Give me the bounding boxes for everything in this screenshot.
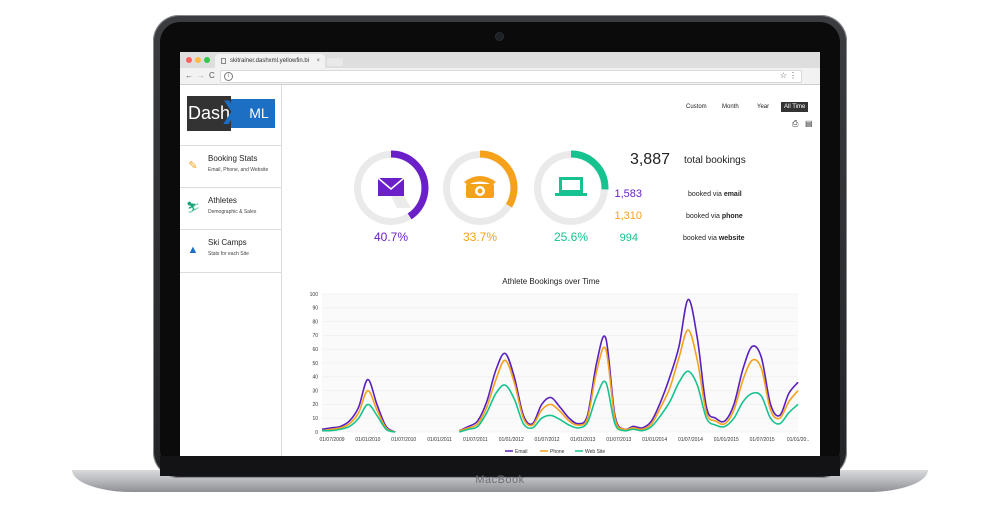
sidebar-item-title: Booking Stats bbox=[208, 154, 258, 163]
website-percent: 25.6% bbox=[553, 230, 589, 244]
range-year-button[interactable]: Year bbox=[757, 104, 770, 110]
range-month-button[interactable]: Month bbox=[722, 104, 739, 110]
legend-label: Email bbox=[515, 449, 528, 455]
phone-ring bbox=[442, 150, 518, 226]
series-line-phone bbox=[321, 389, 396, 433]
y-tick-label: 10 bbox=[312, 416, 318, 422]
x-tick-label: 01/01/2014 bbox=[642, 437, 667, 443]
x-tick-label: 01/01/2015 bbox=[714, 437, 739, 443]
x-tick-label: 01/07/2014 bbox=[678, 437, 703, 443]
email-percent: 40.7% bbox=[373, 230, 409, 244]
x-tick-label: 01/07/2011 bbox=[463, 437, 488, 443]
laptop-icon bbox=[555, 177, 587, 196]
y-tick-label: 20 bbox=[312, 402, 318, 408]
reload-icon[interactable]: C bbox=[209, 71, 215, 80]
x-tick-label: 01/01/2010 bbox=[355, 437, 380, 443]
bookmark-star-icon[interactable]: ☆ bbox=[779, 71, 787, 80]
y-tick-label: 30 bbox=[312, 388, 318, 394]
sidebar: Dash ML X ✎ Booking Stats Email, Phone, … bbox=[180, 85, 282, 456]
x-tick-label: 01/01/2012 bbox=[499, 437, 524, 443]
tab-title: skitrainer.dashxml.yellowfin.bi bbox=[230, 58, 310, 64]
x-tick-label: 01/07/2012 bbox=[535, 437, 560, 443]
sidebar-item-subtitle: Email, Phone, and Website bbox=[208, 167, 269, 173]
back-icon[interactable]: ← bbox=[185, 71, 193, 80]
email-bookings-value: 1,583 bbox=[614, 188, 642, 200]
sidebar-item-booking-stats[interactable]: ✎ Booking Stats Email, Phone, and Websit… bbox=[180, 145, 281, 188]
sidebar-item-subtitle: Demographic & Sales bbox=[208, 209, 257, 215]
pdf-icon[interactable]: ▤ bbox=[805, 119, 813, 128]
x-tick-label: 01/01/20.. bbox=[787, 437, 809, 443]
screen: skitrainer.dashxml.yellowfin.bi × ← → C … bbox=[180, 52, 820, 456]
y-tick-label: 60 bbox=[312, 347, 318, 353]
laptop-chin bbox=[160, 456, 840, 476]
website-ring bbox=[533, 150, 609, 226]
browser-tab[interactable]: skitrainer.dashxml.yellowfin.bi × bbox=[215, 54, 325, 68]
bookings-line-chart: 0 10 20 30 40 50 60 70 80 90 100 01/07/2009 01/01/20… bbox=[310, 292, 809, 455]
new-tab-button[interactable] bbox=[327, 58, 343, 66]
phone-bookings-label: booked via phone bbox=[686, 213, 743, 220]
page-icon bbox=[221, 58, 226, 64]
email-ring bbox=[353, 150, 429, 226]
sidebar-item-ski-camps[interactable]: ▲ Ski Camps Stats for each Site bbox=[180, 229, 281, 273]
y-tick-label: 40 bbox=[312, 375, 318, 381]
y-tick-label: 80 bbox=[312, 319, 318, 325]
maximize-window-icon[interactable] bbox=[204, 57, 210, 63]
y-tick-label: 100 bbox=[310, 292, 319, 298]
x-tick-label: 01/07/2013 bbox=[606, 437, 631, 443]
website-bookings-value: 994 bbox=[619, 232, 638, 244]
main-content: Custom Month Year All Time ⎙ ▤ 40.7% bbox=[282, 85, 820, 456]
laptop-brand: MacBook bbox=[475, 474, 525, 486]
sidebar-item-subtitle: Stats for each Site bbox=[208, 251, 249, 257]
y-tick-label: 70 bbox=[312, 333, 318, 339]
website-bookings-label: booked via website bbox=[683, 235, 745, 242]
print-icon[interactable]: ⎙ bbox=[792, 119, 799, 128]
chart-title: Athlete Bookings over Time bbox=[502, 277, 600, 286]
browser-menu-icon[interactable]: ⋮ bbox=[789, 71, 797, 80]
telephone-icon bbox=[464, 176, 496, 198]
sidebar-item-title: Ski Camps bbox=[208, 238, 247, 247]
skier-icon: ⛷ bbox=[186, 202, 200, 214]
forward-icon[interactable]: → bbox=[197, 71, 205, 80]
close-window-icon[interactable] bbox=[186, 57, 192, 63]
camera-icon bbox=[496, 33, 503, 40]
logo-x-mark: X bbox=[223, 94, 246, 132]
legend-label: Phone bbox=[550, 449, 565, 455]
series-line-phone bbox=[459, 329, 799, 432]
logo-right-text: ML bbox=[231, 99, 275, 128]
tab-close-icon[interactable]: × bbox=[316, 58, 320, 64]
y-tick-label: 0 bbox=[315, 430, 318, 436]
mountain-icon: ▲ bbox=[187, 244, 199, 256]
series-line-web-site bbox=[459, 370, 799, 433]
y-tick-label: 90 bbox=[312, 306, 318, 312]
series-line-web-site bbox=[321, 403, 396, 433]
x-tick-label: 01/01/2013 bbox=[570, 437, 595, 443]
email-bookings-label: booked via email bbox=[688, 191, 742, 198]
pencil-icon: ✎ bbox=[188, 160, 198, 172]
legend-label: Web Site bbox=[585, 449, 605, 455]
x-tick-label: 01/07/2015 bbox=[750, 437, 775, 443]
range-all-time-button[interactable]: All Time bbox=[781, 102, 809, 112]
address-bar-row: ← → C i ☆ ⋮ bbox=[180, 68, 820, 85]
minimize-window-icon[interactable] bbox=[195, 57, 201, 63]
x-tick-label: 01/07/2010 bbox=[391, 437, 416, 443]
total-bookings-label: total bookings bbox=[684, 155, 746, 166]
browser-tab-bar: skitrainer.dashxml.yellowfin.bi × bbox=[180, 52, 820, 68]
envelope-icon bbox=[377, 177, 411, 208]
x-tick-label: 01/01/2011 bbox=[427, 437, 452, 443]
logo-left-text: Dash bbox=[187, 96, 231, 131]
dashxml-logo[interactable]: Dash ML X bbox=[187, 94, 275, 132]
range-custom-button[interactable]: Custom bbox=[686, 104, 707, 110]
series-line-email bbox=[321, 378, 396, 433]
x-tick-label: 01/07/2009 bbox=[319, 437, 344, 443]
sidebar-item-title: Athletes bbox=[208, 196, 237, 205]
info-icon[interactable]: i bbox=[224, 72, 233, 81]
sidebar-item-athletes[interactable]: ⛷ Athletes Demographic & Sales bbox=[180, 187, 281, 230]
phone-bookings-value: 1,310 bbox=[614, 210, 642, 222]
total-bookings-value: 3,887 bbox=[629, 151, 670, 168]
y-tick-label: 50 bbox=[312, 361, 318, 367]
url-input[interactable]: i ☆ ⋮ bbox=[220, 70, 802, 83]
phone-percent: 33.7% bbox=[462, 230, 498, 244]
